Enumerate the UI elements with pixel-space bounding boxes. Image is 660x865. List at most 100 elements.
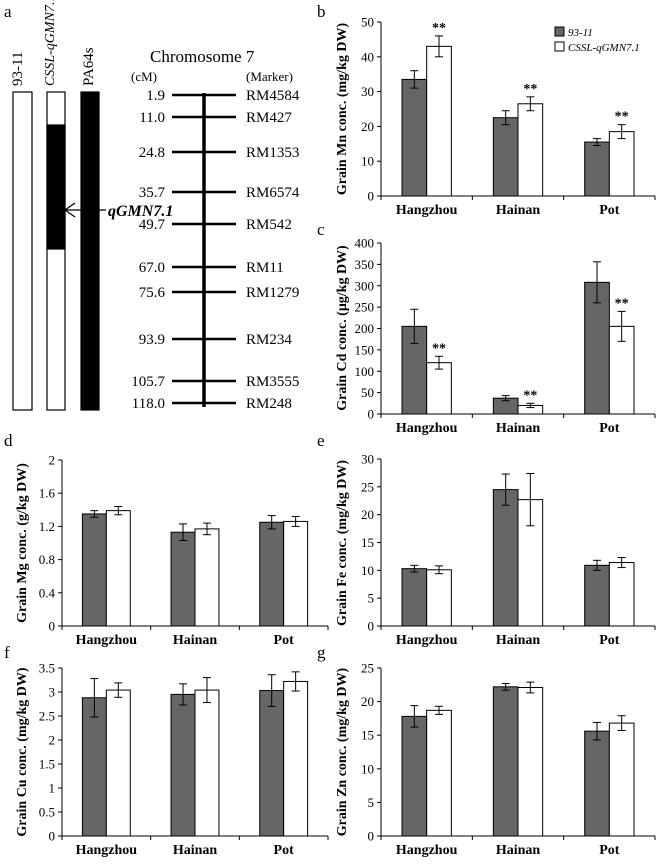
y-tick-label: 25 (361, 479, 374, 494)
x-tick-label: Pot (599, 203, 620, 218)
chromosome-bar-pa64s (80, 91, 100, 411)
y-tick-label: 0 (368, 619, 375, 634)
y-tick-label: 25 (361, 661, 374, 676)
bar-series-93-11 (401, 715, 428, 837)
panel-f-cu: f Grain Cu conc. (mg/kg DW) 0 0.5 1 1.5 2 2.5 3 3… (4, 643, 329, 858)
significance-mark: ** (523, 82, 537, 97)
y-axis-label: Grain Cd conc. (μg/kg DW) (335, 245, 350, 411)
y-tick-label: 0 (49, 829, 56, 844)
y-tick-label: 0 (49, 619, 56, 634)
y-tick-label: 0 (368, 829, 375, 844)
y-tick-label: 15 (361, 728, 374, 743)
marker-position: 49.7 (139, 217, 166, 233)
marker-name: RM11 (246, 260, 284, 276)
y-tick-label: 1.5 (39, 757, 55, 772)
marker-name: RM1279 (246, 285, 299, 301)
y-tick-label: 400 (355, 236, 375, 251)
column-label-cssl: CSSL-qGMN7.1 (43, 0, 58, 86)
y-tick-label: 5 (368, 591, 375, 606)
y-tick-label: 1.6 (39, 486, 56, 501)
panel-label: f (4, 643, 10, 662)
bar-series-cssl (608, 562, 635, 627)
marker-list: 1.9 RM4584 11.0 RM427 24.8 RM1353 35.7 RM6574 49… (131, 88, 300, 412)
column-label-93-11: 93-11 (10, 52, 26, 86)
y-tick-label: 150 (355, 342, 375, 357)
introgression-segment (46, 124, 66, 250)
y-tick-label: 0 (368, 189, 375, 204)
marker-position: 1.9 (146, 88, 165, 104)
x-tick-label: Pot (599, 421, 620, 436)
bar-series-cssl (426, 362, 452, 415)
marker-position: 24.8 (139, 145, 165, 161)
bar-series-93-11 (401, 568, 428, 627)
y-tick-label: 200 (355, 321, 375, 336)
bar-series-cssl (105, 689, 131, 837)
x-tick-label: Hangzhou (76, 633, 138, 648)
marker-position: 118.0 (132, 396, 165, 412)
x-tick-label: Hainan (173, 633, 218, 648)
x-tick-label: Hangzhou (396, 421, 458, 436)
significance-mark: ** (432, 21, 446, 36)
significance-mark: ** (523, 388, 537, 403)
y-tick-label: 50 (361, 15, 374, 30)
bar-series-cssl (283, 520, 309, 627)
bar-series-93-11 (170, 531, 196, 627)
y-tick-label: 100 (355, 364, 375, 379)
marker-position: 105.7 (131, 374, 165, 390)
bar-series-93-11 (584, 730, 610, 837)
bar-series-93-11 (81, 513, 107, 627)
panel-e-fe: e Grain Fe conc. (mg/kg DW) 0 5 10 15 20 25 30 Ha… (317, 431, 656, 648)
bar-series-cssl (105, 510, 131, 627)
y-tick-label: 250 (355, 300, 375, 315)
y-tick-label: 5 (368, 795, 375, 810)
bar-series-93-11 (584, 564, 610, 627)
qtl-label: qGMN7.1 (108, 203, 173, 220)
x-tick-label: Hangzhou (396, 203, 458, 218)
y-axis-label: Grain Fe conc. (mg/kg DW) (335, 460, 350, 626)
x-tick-label: Hainan (496, 203, 541, 218)
x-tick-label: Hangzhou (76, 843, 138, 858)
x-tick-label: Hainan (496, 843, 541, 858)
bar-series-cssl (283, 680, 309, 837)
marker-name: RM1353 (246, 145, 299, 161)
x-tick-label: Pot (274, 843, 295, 858)
marker-header: (Marker) (246, 69, 293, 84)
qtl-arrow (63, 202, 106, 218)
legend-swatch (554, 41, 565, 52)
chromosome-bar-93-11 (12, 91, 33, 411)
bar-series-cssl (608, 722, 635, 837)
chromosome-title: Chromosome 7 (150, 47, 255, 66)
panel-label: d (4, 431, 13, 450)
y-tick-label: 1.2 (39, 519, 55, 534)
x-tick-label: Pot (599, 633, 620, 648)
bar-series-93-11 (170, 693, 196, 837)
bar-series-cssl (194, 689, 220, 837)
bar-series-cssl (608, 131, 635, 197)
x-tick-label: Hangzhou (396, 633, 458, 648)
bar-series-93-11 (492, 117, 519, 197)
y-tick-label: 30 (361, 452, 374, 467)
panel-c-cd: c Grain Cd conc. (μg/kg DW) 0 50 100 150 200 25… (317, 220, 656, 436)
panel-label: g (317, 643, 326, 662)
marker-position: 35.7 (139, 185, 166, 201)
bar-series-93-11 (259, 521, 285, 627)
bar-series-cssl (426, 45, 452, 197)
y-tick-label: 15 (361, 535, 374, 550)
panel-label: b (317, 2, 326, 21)
y-tick-label: 0.4 (39, 585, 56, 600)
bar-series-93-11 (584, 141, 610, 197)
bar-series-cssl (426, 569, 452, 627)
x-tick-label: Hainan (173, 843, 218, 858)
bar-series-93-11 (401, 78, 428, 197)
x-tick-label: Hainan (496, 421, 541, 436)
legend-label: CSSL-qGMN7.1 (568, 42, 640, 54)
y-tick-label: 10 (361, 154, 374, 169)
panel-g-zn: g Grain Zn conc. (mg/kg DW) 0 5 10 15 20 25 Hang… (317, 643, 656, 858)
panel-b-mn: b Grain Mn conc. (mg/kg DW) 0 10 20 30 40 50 Han… (317, 2, 656, 218)
marker-name: RM248 (246, 396, 292, 412)
y-tick-label: 1 (49, 781, 56, 796)
marker-position: 93.9 (139, 332, 165, 348)
y-tick-label: 10 (361, 563, 374, 578)
column-label-pa64s: PA64s (81, 47, 97, 86)
